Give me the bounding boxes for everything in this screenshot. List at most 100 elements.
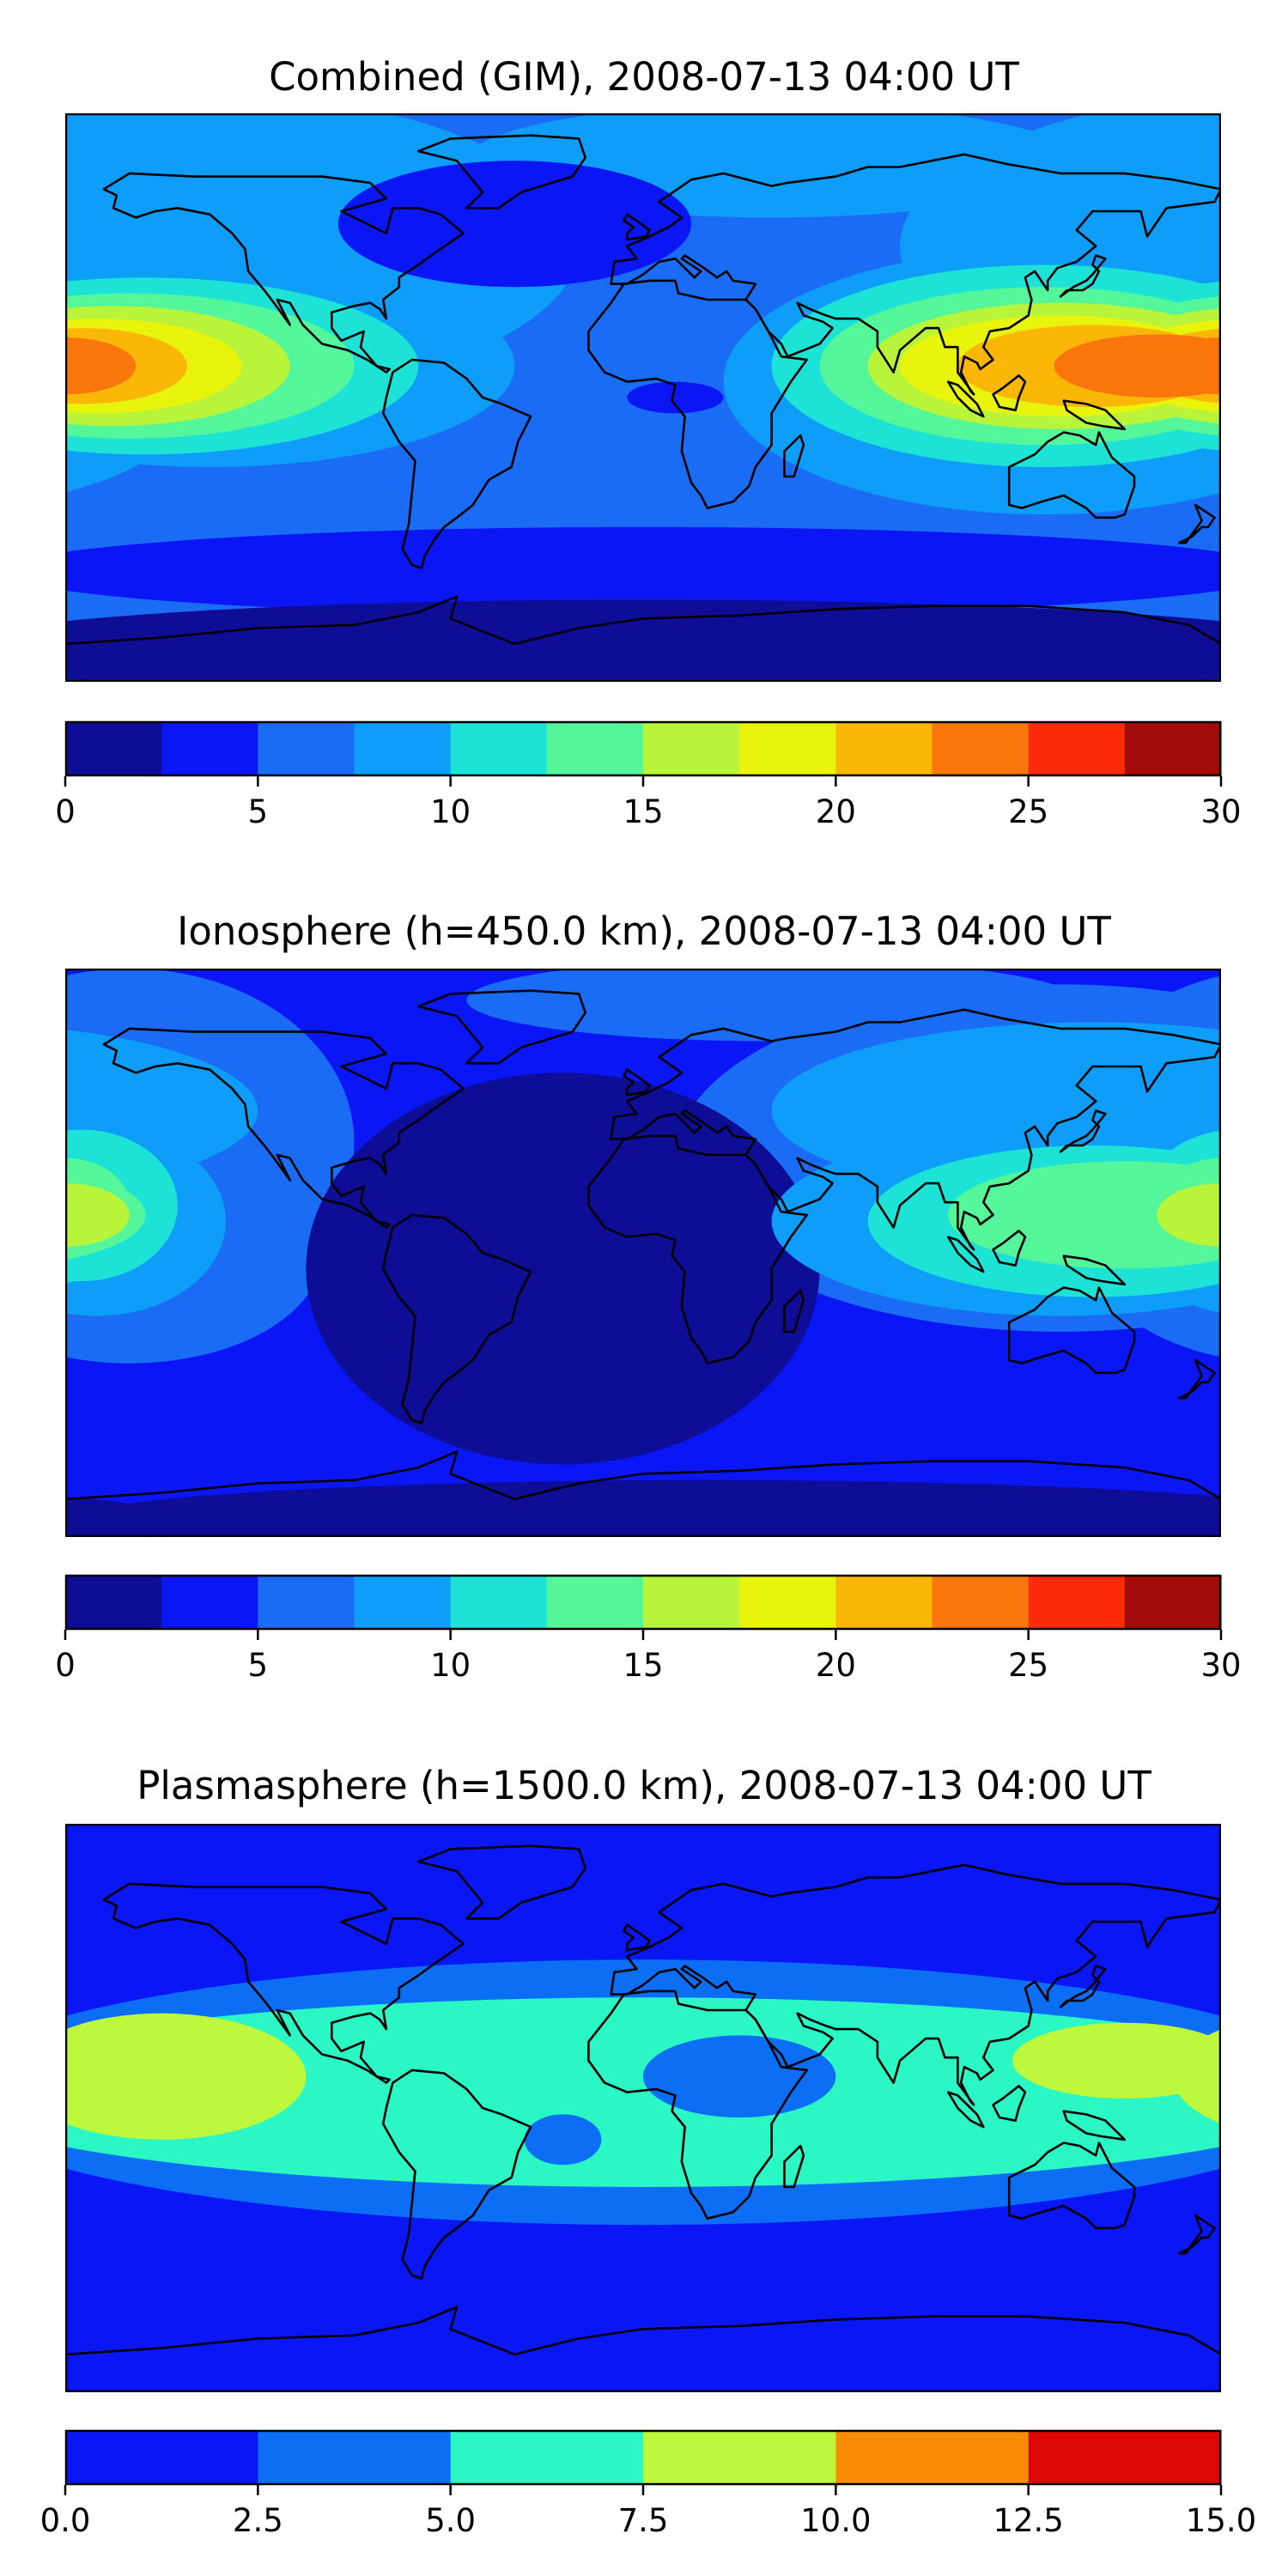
coastline-new-zealand [1178, 503, 1216, 544]
contour-region-wrap-13 [65, 1183, 130, 1247]
contour-region-18 [65, 526, 1221, 616]
contour-region-wrap-15 [65, 341, 104, 391]
colorbar-swatch-10 [1028, 721, 1126, 776]
coastline-africa-eurasia [587, 279, 809, 510]
coastlines [65, 134, 1221, 646]
colorbar-tick-label: 20 [815, 793, 856, 830]
contour-region-wrap-18 [65, 551, 130, 591]
coastline-africa-eurasia [587, 1990, 809, 2221]
contour-region-wrap-18 [1157, 551, 1221, 591]
colorbar-swatch-9 [932, 1575, 1030, 1630]
colorbar-swatch-1 [161, 721, 258, 776]
colorbar-tick-label: 25 [1008, 1647, 1049, 1684]
colorbar-panel-3 [64, 2429, 1223, 2495]
colorbar-swatch-8 [835, 1575, 933, 1630]
colorbar-swatch-4 [835, 2430, 1030, 2485]
coastline-eurasia [610, 153, 1221, 396]
coastline-sumatra [946, 380, 985, 418]
map-panel-3 [65, 1824, 1221, 2392]
field-layer [65, 1824, 1221, 2392]
colorbar-swatch-7 [739, 721, 836, 776]
contour-region-wrap-5 [65, 2041, 82, 2081]
coastline-britain [623, 1923, 651, 1952]
colorbar-tick-label: 2.5 [232, 2502, 283, 2539]
coastline-borneo [992, 1229, 1027, 1267]
colorbar-tick-label: 20 [815, 1647, 856, 1684]
coastline-africa-eurasia [587, 1134, 809, 1365]
coastline-south-america [381, 358, 532, 569]
coastline-japan [1059, 1965, 1107, 2008]
colorbar-tick-label: 0 [55, 793, 76, 830]
contour-region-19 [65, 599, 1221, 682]
contour-region-16 [337, 161, 692, 288]
contour-region-4 [65, 2013, 307, 2140]
map-panel-2 [65, 969, 1221, 1537]
coastline-new-zealand [1178, 1358, 1216, 1400]
colorbar-tick-label: 25 [1008, 793, 1049, 830]
colorbar-tick-label: 30 [1200, 793, 1242, 830]
contour-region-13 [1157, 1183, 1221, 1247]
colorbar-swatch-10 [1028, 1575, 1126, 1630]
field-layer [65, 113, 1221, 682]
colorbar-tick-label: 15 [623, 793, 664, 830]
coastline-japan [1059, 254, 1107, 298]
colorbar-tick-label: 15 [623, 1647, 664, 1684]
colorbar-swatch-5 [546, 1575, 644, 1630]
coastlines [65, 989, 1221, 1501]
colorbar-swatch-2 [450, 2430, 644, 2485]
contour-region-3 [524, 2114, 602, 2166]
map-frame [65, 969, 1221, 1537]
contour-region-4 [306, 1072, 820, 1465]
colorbar-tick-label: 30 [1200, 1647, 1242, 1684]
coastline-sumatra [946, 2091, 985, 2129]
contour-region-15 [1054, 334, 1221, 398]
coastline-antarctica [65, 595, 1221, 646]
colorbar-swatch-7 [739, 1575, 836, 1630]
colorbar-swatch-2 [258, 1575, 355, 1630]
colorbar-3-ticks: 0.0 2.5 5.0 7.5 10.0 12.5 15.0 [40, 2502, 1257, 2545]
coastline-britain [623, 1068, 651, 1097]
coastline-greenland [416, 989, 587, 1065]
coastline-britain [623, 213, 651, 241]
colorbar-tick-label: 10 [430, 1647, 471, 1684]
colorbar-tick-label: 0 [55, 1647, 76, 1684]
coastline-north-america [102, 1027, 465, 1229]
panel-2-title: Ionosphere (h=450.0 km), 2008-07-13 04:0… [177, 908, 1111, 954]
colorbar-panel-2 [64, 1574, 1223, 1640]
colorbar-tick-label: 5.0 [425, 2502, 477, 2539]
coastline-greenland [416, 134, 587, 210]
contour-region-5 [1012, 2022, 1221, 2099]
colorbar-tick-label: 7.5 [617, 2502, 669, 2539]
colorbar-tick-label: 12.5 [993, 2502, 1064, 2539]
coastline-new-guinea [1062, 399, 1127, 431]
colorbar-tick-label: 0.0 [39, 2502, 91, 2539]
coastline-madagascar [783, 434, 805, 478]
map-frame [65, 113, 1221, 682]
colorbar-swatch-0 [65, 1575, 162, 1630]
coastline-borneo [992, 374, 1027, 412]
colorbar-swatch-0 [65, 2430, 258, 2485]
coastline-south-america [381, 2069, 532, 2280]
colorbar-swatch-1 [161, 1575, 258, 1630]
colorbar-frame [64, 2429, 1222, 2486]
coastline-south-america [381, 1213, 532, 1425]
colorbar-tick-label: 15.0 [1185, 2502, 1257, 2539]
coastline-new-zealand [1178, 2214, 1216, 2255]
contour-region-5 [65, 1479, 1221, 1537]
colorbar-frame [64, 720, 1222, 777]
coastline-antarctica [65, 1450, 1221, 1501]
coastline-antarctica [65, 2306, 1221, 2356]
colorbar-swatch-0 [65, 721, 162, 776]
coastline-new-guinea [1062, 2110, 1127, 2142]
colorbar-frame [64, 1574, 1222, 1631]
map-panel-1 [65, 113, 1221, 682]
colorbar-swatch-4 [450, 721, 548, 776]
coastline-north-america [102, 1882, 465, 2084]
colorbar-tick-label: 5 [247, 793, 269, 830]
coastline-australia [1007, 2142, 1136, 2230]
colorbar-swatch-3 [354, 721, 452, 776]
colorbar-swatch-3 [643, 2430, 836, 2485]
colorbar-swatch-6 [643, 1575, 740, 1630]
colorbar-swatch-5 [1028, 2430, 1222, 2485]
coastline-madagascar [783, 2144, 805, 2189]
